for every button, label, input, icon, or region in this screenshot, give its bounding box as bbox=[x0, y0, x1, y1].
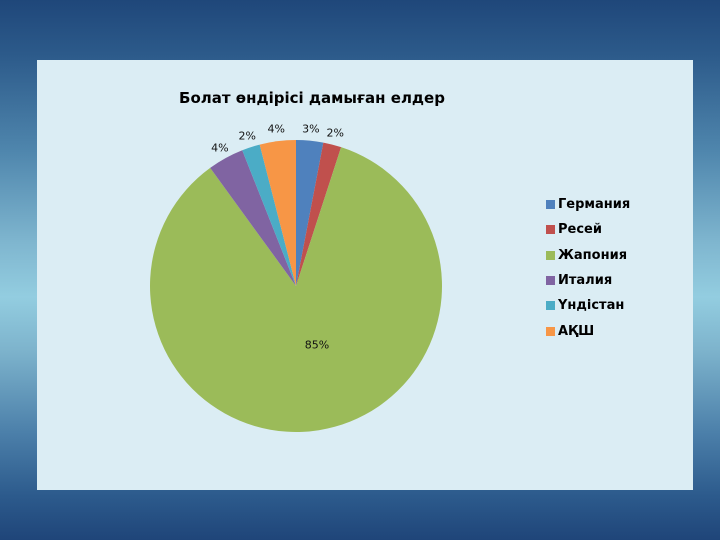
legend-item-india: Үндістан bbox=[546, 293, 630, 318]
pie-slice-italy bbox=[210, 150, 296, 286]
legend-item-russia: Ресей bbox=[546, 217, 630, 242]
legend: Германия Ресей Жапония Италия Үндістан А… bbox=[546, 192, 630, 344]
legend-swatch-icon bbox=[546, 250, 555, 260]
legend-item-italy: Италия bbox=[546, 268, 630, 293]
legend-swatch-icon bbox=[546, 326, 555, 336]
legend-swatch-icon bbox=[546, 200, 555, 210]
pie-chart bbox=[149, 140, 442, 432]
slice-label-italy: 4% bbox=[211, 141, 229, 155]
legend-item-japan: Жапония bbox=[546, 243, 630, 268]
legend-label: АҚШ bbox=[558, 323, 595, 339]
slice-label-india: 2% bbox=[238, 129, 256, 143]
chart-title: Болат өндірісі дамыған елдер bbox=[179, 89, 445, 107]
slice-label-usa: 4% bbox=[267, 122, 285, 136]
legend-item-usa: АҚШ bbox=[546, 318, 630, 343]
pie-slice-russia bbox=[296, 142, 342, 286]
chart-area: Болат өндірісі дамыған елдер 3% 2% 85% 4% 2%… bbox=[37, 60, 693, 490]
slice-label-russia: 2% bbox=[326, 126, 345, 140]
legend-swatch-icon bbox=[546, 225, 555, 235]
legend-label: Германия bbox=[558, 197, 631, 213]
pie-slice-japan bbox=[149, 147, 442, 432]
slice-label-germany: 3% bbox=[302, 122, 320, 136]
legend-swatch-icon bbox=[546, 301, 555, 311]
legend-label: Ресей bbox=[558, 222, 602, 238]
pie-slice-india bbox=[242, 144, 296, 286]
slice-label-japan: 85% bbox=[304, 338, 330, 352]
pie-slice-germany bbox=[296, 140, 324, 286]
pie-slice-usa bbox=[259, 140, 296, 286]
legend-item-germany: Германия bbox=[546, 192, 630, 217]
legend-label: Жапония bbox=[558, 247, 628, 263]
legend-label: Үндістан bbox=[558, 298, 625, 314]
legend-swatch-icon bbox=[546, 276, 555, 286]
legend-label: Италия bbox=[558, 273, 613, 289]
